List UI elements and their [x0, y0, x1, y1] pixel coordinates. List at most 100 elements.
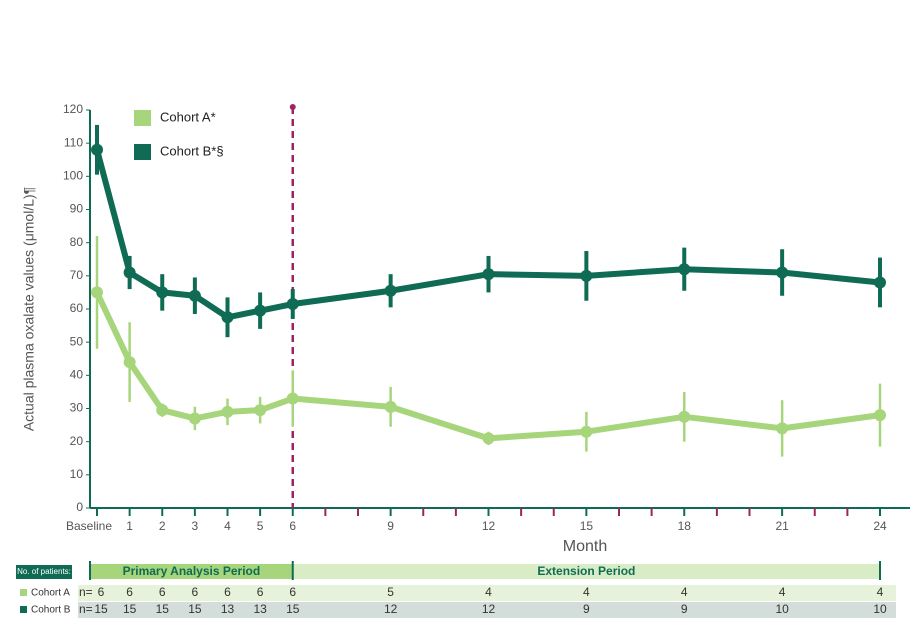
patient-count: 10: [775, 602, 789, 616]
y-tick-label: 0: [76, 500, 83, 514]
x-tick-label: 15: [580, 519, 594, 533]
y-tick-label: 10: [70, 467, 84, 481]
patient-count: 4: [583, 585, 590, 599]
x-tick-label: 5: [257, 519, 264, 533]
y-tick-label: 80: [70, 235, 84, 249]
y-tick-label: 100: [63, 169, 83, 183]
patient-count: 12: [482, 602, 496, 616]
row-swatch: [20, 606, 27, 613]
x-tick-label: 9: [387, 519, 394, 533]
data-point: [482, 432, 495, 445]
x-tick-label: 4: [224, 519, 231, 533]
legend-swatch: [134, 144, 151, 160]
data-point: [384, 284, 397, 297]
data-point: [580, 269, 593, 282]
legend-label: Cohort B*§: [160, 143, 224, 158]
patient-count: 6: [98, 585, 105, 599]
x-tick-label: 12: [482, 519, 496, 533]
period-label: Extension Period: [537, 564, 635, 578]
data-point: [678, 263, 691, 276]
patient-count: 15: [94, 602, 108, 616]
legend-label: Cohort A*: [160, 109, 216, 124]
reference-dot: [289, 104, 296, 110]
period-bar: [90, 564, 293, 579]
y-tick-label: 60: [70, 301, 84, 315]
patient-count: 6: [289, 585, 296, 599]
data-point: [482, 268, 495, 281]
table-label-badge: [16, 565, 72, 579]
series-line: [94, 291, 881, 442]
y-tick-label: 70: [70, 268, 84, 282]
y-tick-label: 120: [63, 102, 83, 116]
y-tick-label: 90: [70, 202, 84, 216]
patient-count: 12: [384, 602, 398, 616]
patient-count: 6: [192, 585, 199, 599]
patient-count: 15: [123, 602, 137, 616]
x-tick-label: 1: [126, 519, 133, 533]
patient-count: 4: [877, 585, 884, 599]
legend-swatch: [134, 110, 151, 126]
table-label: No. of patients:: [17, 567, 71, 576]
data-point: [123, 266, 136, 279]
x-tick-label: Baseline: [66, 519, 112, 533]
patient-count: 4: [485, 585, 492, 599]
data-point: [91, 143, 103, 156]
y-tick-label: 20: [70, 434, 84, 448]
data-point: [254, 304, 267, 317]
data-point: [776, 266, 789, 279]
table-row: [78, 602, 896, 618]
y-tick-label: 110: [64, 135, 83, 149]
x-axis-label: Month: [563, 538, 607, 555]
patient-count: 6: [257, 585, 264, 599]
data-point: [123, 356, 136, 369]
y-tick-label: 30: [70, 401, 84, 415]
data-point: [254, 404, 267, 417]
data-point: [776, 422, 789, 435]
row-label: Cohort B: [31, 605, 71, 616]
x-tick-label: 6: [289, 519, 296, 533]
patient-count: 9: [681, 602, 688, 616]
row-prefix: n=: [79, 585, 93, 599]
patient-count: 13: [221, 602, 235, 616]
patient-count: 15: [188, 602, 202, 616]
data-point: [678, 410, 691, 423]
data-point: [286, 298, 299, 311]
row-swatch: [20, 589, 27, 596]
data-point: [874, 276, 886, 289]
period-bar: [292, 564, 880, 579]
data-point: [221, 311, 234, 324]
data-point: [384, 400, 397, 413]
data-point: [156, 286, 169, 299]
x-tick-label: 24: [873, 519, 887, 533]
patient-count: 4: [681, 585, 688, 599]
patient-count: 4: [779, 585, 786, 599]
data-point: [580, 425, 593, 438]
data-point: [91, 286, 103, 299]
patient-count: 6: [224, 585, 231, 599]
data-point: [874, 409, 886, 422]
x-tick-label: 3: [192, 519, 199, 533]
patient-count: 9: [583, 602, 590, 616]
patient-count: 10: [873, 602, 887, 616]
row-prefix: n=: [79, 602, 93, 616]
data-point: [221, 405, 234, 418]
y-axis-label: Actual plasma oxalate values (μmol/L)¶: [21, 187, 37, 431]
table-row: [78, 585, 896, 601]
patient-count: 15: [156, 602, 170, 616]
patient-count: 15: [286, 602, 300, 616]
patient-count: 13: [253, 602, 267, 616]
patient-count: 5: [387, 585, 394, 599]
row-label: Cohort A: [31, 588, 70, 599]
x-tick-label: 2: [159, 519, 166, 533]
data-point: [188, 412, 201, 425]
y-tick-label: 40: [70, 368, 84, 382]
patient-count: 6: [126, 585, 133, 599]
data-point: [188, 289, 201, 302]
y-tick-label: 50: [70, 334, 84, 348]
data-point: [286, 392, 299, 405]
x-tick-label: 18: [678, 519, 692, 533]
period-label: Primary Analysis Period: [123, 564, 261, 578]
data-point: [156, 404, 169, 417]
patient-count: 6: [159, 585, 166, 599]
